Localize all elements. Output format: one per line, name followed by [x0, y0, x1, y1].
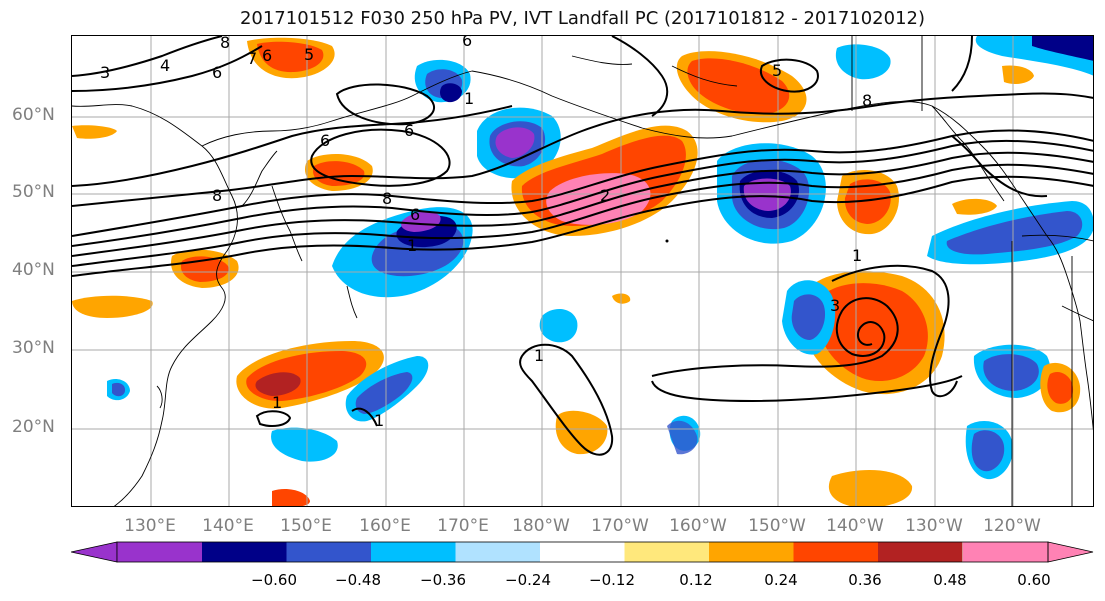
contour-label: 6 [404, 121, 414, 140]
longitude-label: 180°W [512, 516, 570, 536]
latitude-label: 30°N [12, 338, 55, 358]
longitude-label: 120°W [983, 516, 1041, 536]
longitude-label: 150°W [748, 516, 806, 536]
latitude-label: 40°N [12, 260, 55, 280]
contour-label: 6 [262, 46, 272, 65]
contour-label: 8 [862, 91, 872, 110]
contour-label: 7 [247, 49, 257, 68]
longitude-label: 140°W [826, 516, 884, 536]
contour-label: 5 [304, 45, 314, 64]
map-title: 2017101512 F030 250 hPa PV, IVT Landfall… [239, 8, 926, 29]
colorbar-segment [963, 542, 1048, 562]
contour-label: 3 [830, 296, 840, 315]
colorbar-segment [202, 542, 287, 562]
hawaii-marker [665, 239, 669, 243]
contour-label: 6 [320, 131, 330, 150]
colorbar-canvas [70, 541, 1094, 563]
contour-label: 6 [410, 205, 420, 224]
colorbar-tick-label: 0.60 [1017, 571, 1051, 589]
colorbar-tick-label: −0.60 [251, 571, 297, 589]
contour-label: 8 [212, 186, 222, 205]
colorbar-outline [116, 541, 1049, 563]
longitude-label: 140°E [202, 516, 254, 536]
colorbar-segment [709, 542, 794, 562]
contour-label: 6 [212, 63, 222, 82]
colorbar [70, 541, 1094, 563]
contour-label: 1 [852, 246, 862, 265]
colorbar-arrow-right [1047, 541, 1094, 563]
colorbar-tick-label: 0.36 [848, 571, 882, 589]
longitude-label: 170°W [591, 516, 649, 536]
contour-label: 8 [382, 189, 392, 208]
longitude-label: 160°W [669, 516, 727, 536]
colorbar-arrow-left [70, 541, 118, 563]
colorbar-tick-label: 0.24 [764, 571, 798, 589]
contour-label: 1 [272, 393, 282, 412]
colorbar-segment [540, 542, 625, 562]
colorbar-segment [117, 542, 202, 562]
contour-label: 1 [374, 411, 384, 430]
longitude-label: 170°E [437, 516, 489, 536]
colorbar-tick-label: −0.12 [589, 571, 635, 589]
colorbar-segment [455, 542, 540, 562]
colorbar-segment [878, 542, 963, 562]
colorbar-tick-label: 0.12 [679, 571, 713, 589]
pv-contours [72, 36, 1093, 456]
contour-label: 5 [772, 61, 782, 80]
colorbar-tick-label: −0.24 [505, 571, 551, 589]
longitude-label: 160°E [359, 516, 411, 536]
latitude-label: 60°N [12, 105, 55, 125]
colorbar-tick-label: −0.36 [420, 571, 466, 589]
contour-label: 3 [100, 63, 110, 82]
colorbar-tick-label: −0.48 [335, 571, 381, 589]
contour-label: 1 [534, 346, 544, 365]
colorbar-segment [371, 542, 456, 562]
colorbar-segment [793, 542, 878, 562]
contour-label: 8 [220, 36, 230, 52]
longitude-label: 130°E [124, 516, 176, 536]
coastlines [72, 36, 1093, 506]
latitude-label: 50°N [12, 182, 55, 202]
contour-label: 2 [600, 186, 610, 205]
contour-label: 6 [462, 36, 472, 50]
colorbar-segment [286, 542, 371, 562]
colorbar-segment [624, 542, 709, 562]
longitude-label: 150°E [280, 516, 332, 536]
graticule [72, 36, 1093, 506]
contour-label: 1 [464, 89, 474, 108]
colorbar-tick-label: 0.48 [933, 571, 967, 589]
contour-label: 1 [407, 236, 417, 255]
longitude-label: 130°W [905, 516, 963, 536]
latitude-label: 20°N [12, 417, 55, 437]
contour-label: 4 [160, 56, 170, 75]
